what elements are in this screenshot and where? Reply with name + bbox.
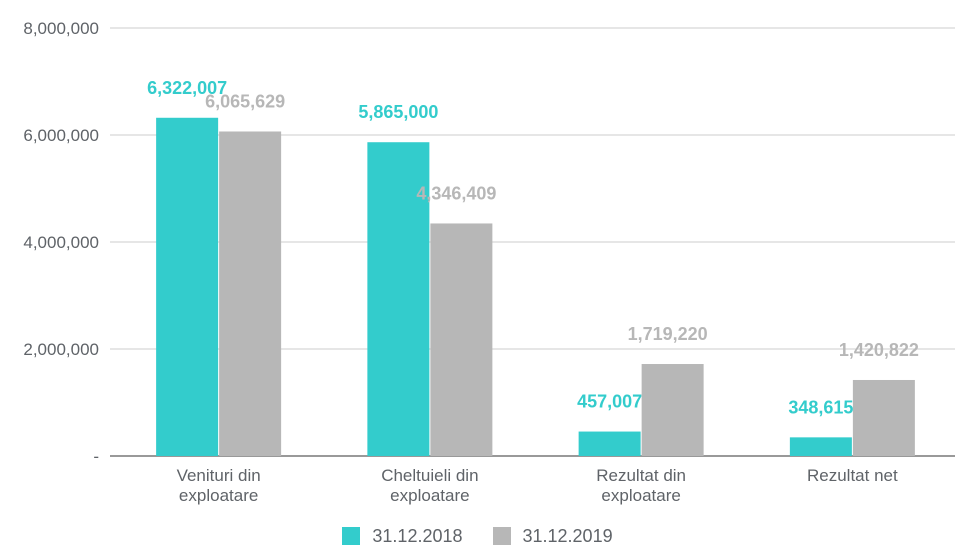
- bar-31-12-2018-2: [578, 431, 641, 456]
- bar-31-12-2019-0: [219, 131, 282, 457]
- bar-31-12-2018-3: [789, 437, 852, 456]
- data-label: 457,007: [577, 392, 642, 412]
- data-label: 348,615: [788, 397, 853, 417]
- x-tick-label: Venituri din exploatare: [177, 466, 261, 505]
- y-axis: - 2,000,000 4,000,000 6,000,000 8,000,000: [23, 19, 99, 466]
- data-label: 1,719,220: [628, 324, 708, 344]
- y-tick-label: 6,000,000: [23, 126, 99, 145]
- y-tick-label: 8,000,000: [23, 19, 99, 38]
- x-tick-label: Cheltuieli din exploatare: [381, 466, 478, 505]
- x-axis: Venituri din exploatare Cheltuieli din expl…: [177, 466, 898, 505]
- bar-31-12-2018-1: [367, 142, 430, 456]
- y-tick-label: 4,000,000: [23, 233, 99, 252]
- legend-swatch-2019: [492, 527, 511, 545]
- x-tick-label: Rezultat din exploatare: [596, 466, 686, 505]
- legend-item-2019: 31.12.2019: [492, 525, 613, 547]
- data-label: 5,865,000: [358, 102, 438, 122]
- y-tick-label: 2,000,000: [23, 340, 99, 359]
- legend-swatch-2018: [342, 527, 361, 545]
- y-tick-label: -: [93, 447, 99, 466]
- bars: [156, 117, 915, 457]
- x-tick-label: Rezultat net: [807, 466, 898, 485]
- legend-label-2019: 31.12.2019: [522, 525, 613, 546]
- legend-item-2018: 31.12.2018: [342, 525, 463, 547]
- data-label: 6,065,629: [205, 91, 285, 111]
- data-label: 4,346,409: [416, 183, 496, 203]
- bar-31-12-2018-0: [156, 117, 219, 456]
- data-label: 1,420,822: [839, 340, 919, 360]
- legend-label-2018: 31.12.2018: [372, 525, 463, 546]
- bar-31-12-2019-1: [430, 223, 493, 456]
- bar-chart: - 2,000,000 4,000,000 6,000,000 8,000,000 6,…: [23, 19, 955, 505]
- bar-31-12-2019-2: [641, 364, 704, 456]
- data-label: 6,322,007: [147, 78, 227, 98]
- legend: 31.12.2018 31.12.2019: [0, 524, 955, 548]
- bar-31-12-2019-3: [852, 379, 915, 456]
